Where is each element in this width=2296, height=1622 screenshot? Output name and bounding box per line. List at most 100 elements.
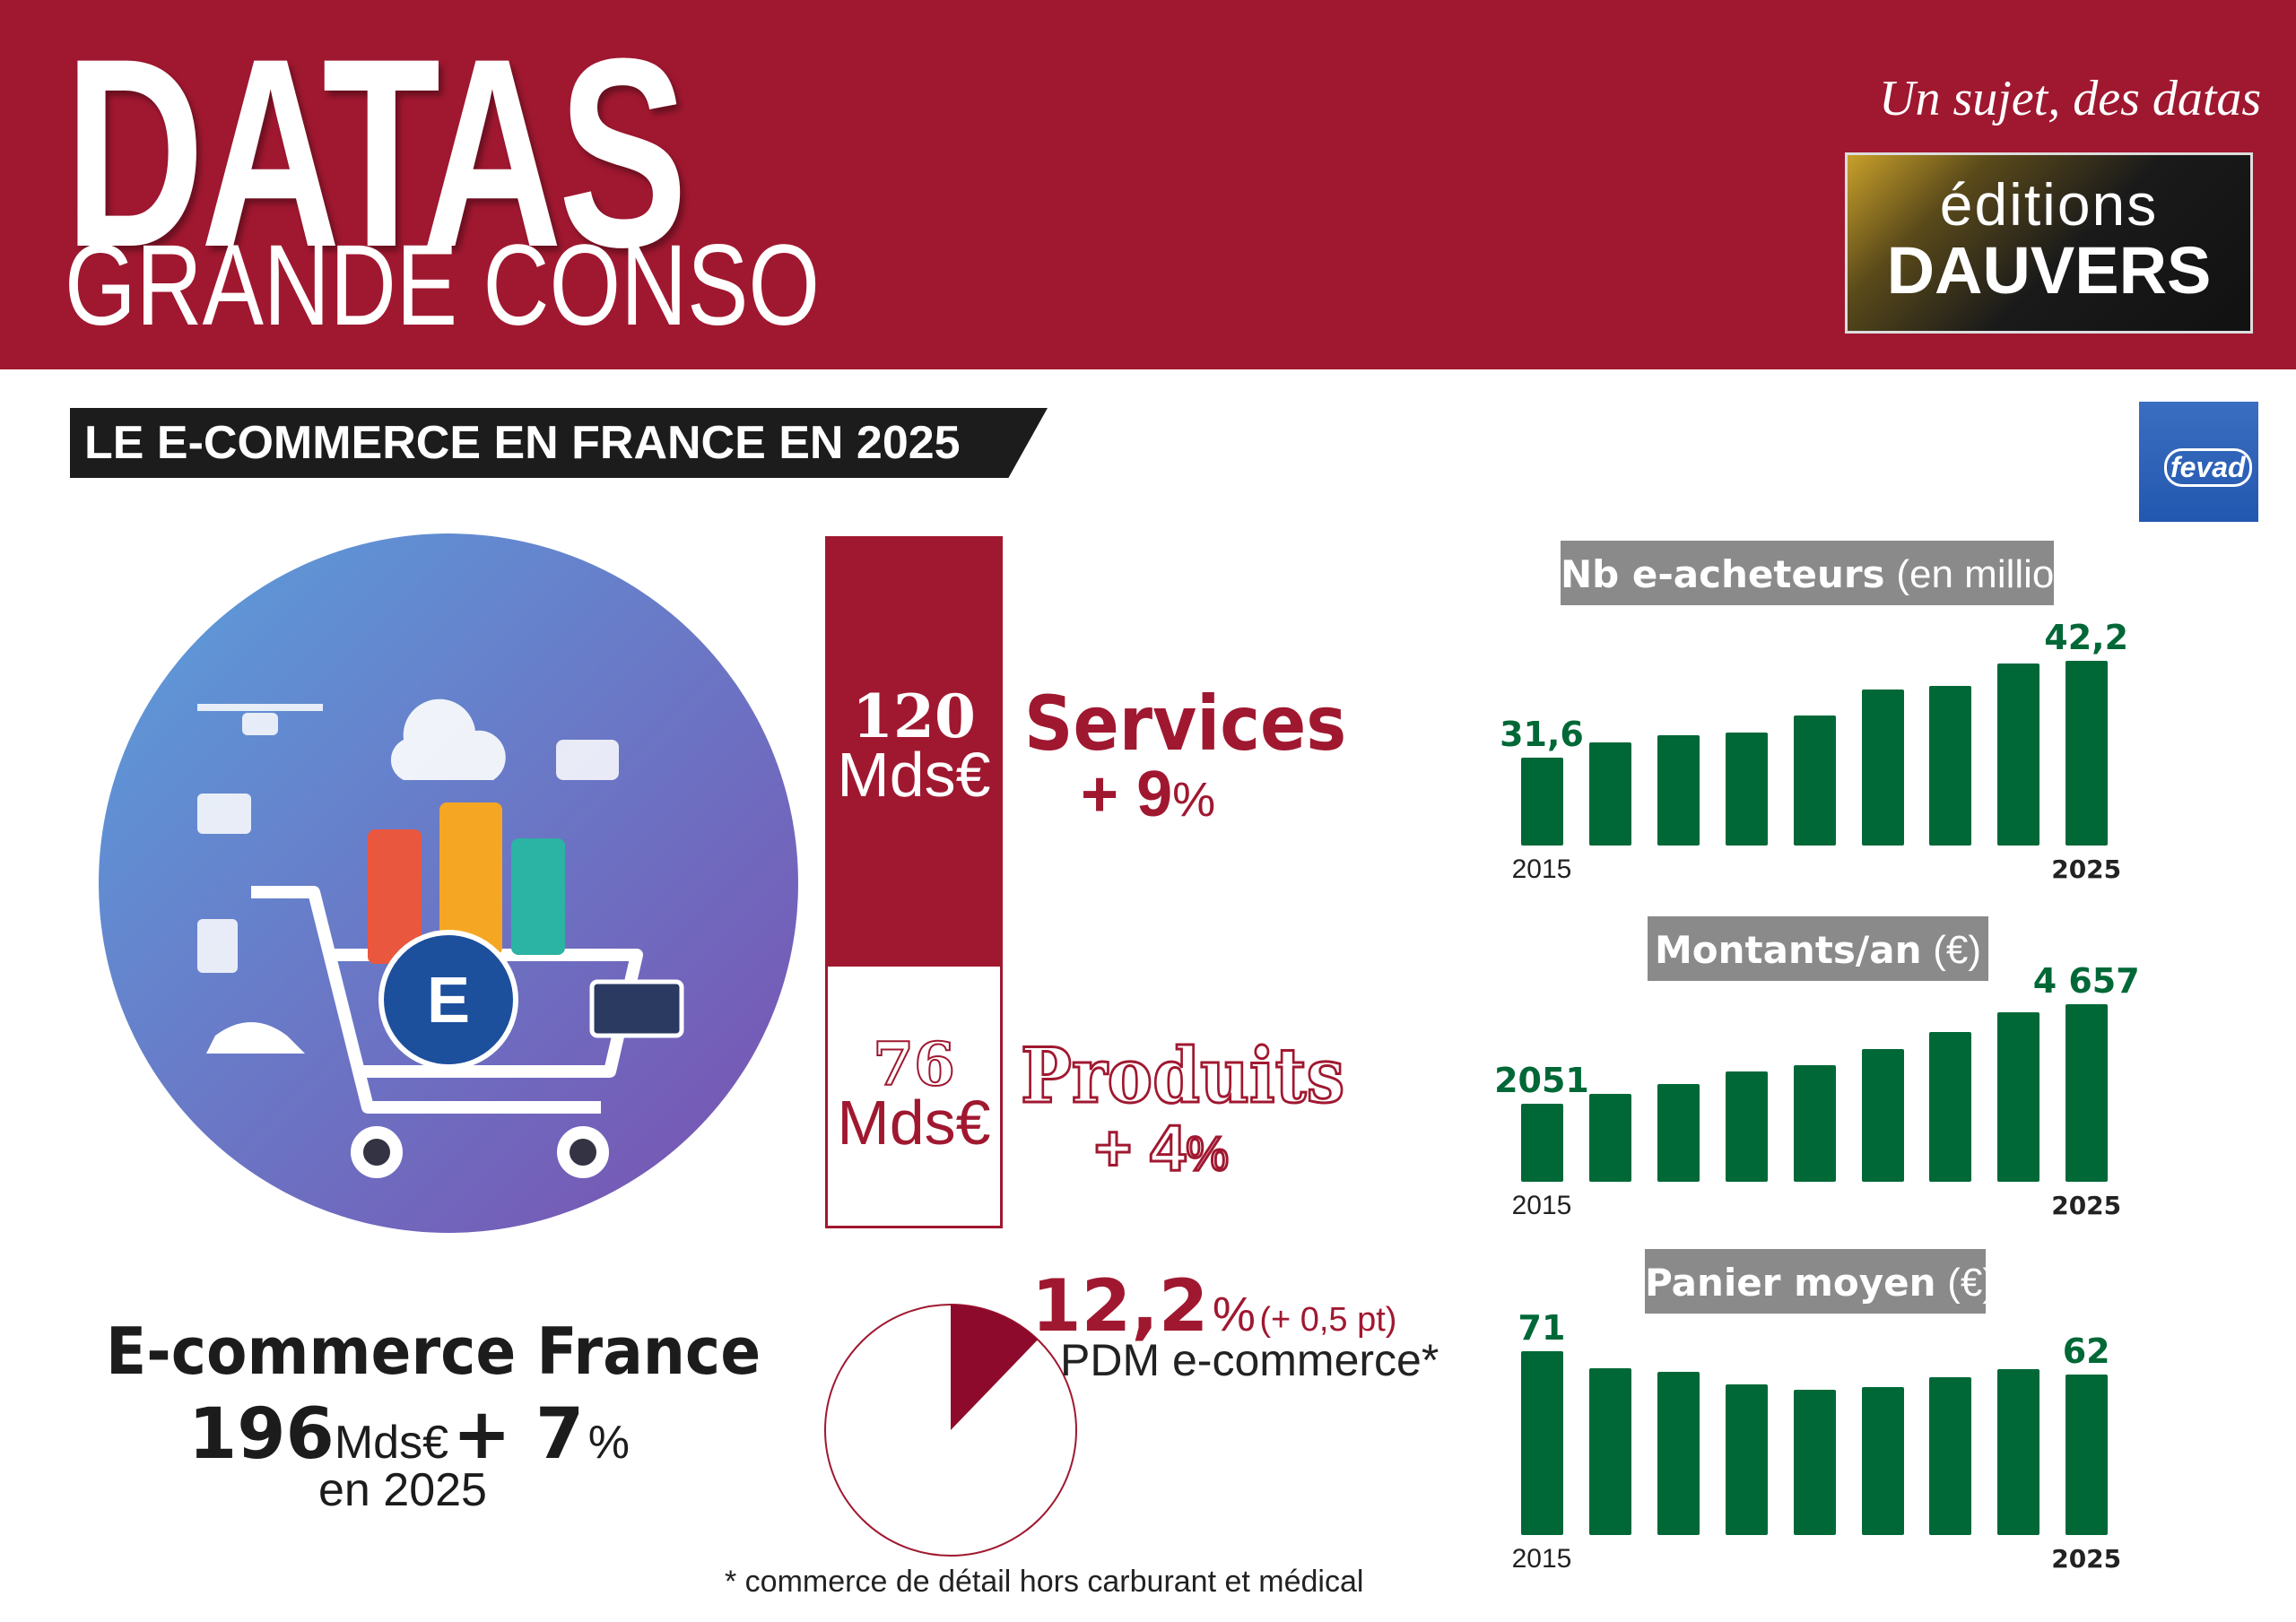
produits-amount-value: 76 — [872, 1029, 956, 1099]
produits-growth-unit: % — [1185, 1126, 1231, 1183]
total-growth-unit: % — [587, 1417, 630, 1469]
bar-2025 — [2066, 1374, 2109, 1535]
data-label: 62 — [2062, 1331, 2110, 1371]
section-title: LE E-COMMERCE EN FRANCE EN 2025 — [84, 417, 961, 469]
globe-e-icon — [378, 930, 518, 1070]
data-label: 42,2 — [2044, 618, 2129, 658]
chart-title-text: Montants/an — [1654, 928, 1922, 972]
total-title: E-commerce France — [106, 1314, 761, 1389]
publisher-line2: DAUVERS — [1886, 233, 2212, 308]
bar-2020 — [1861, 1387, 1904, 1535]
bar-2018 — [1725, 732, 1768, 846]
bar-2019 — [1793, 716, 1836, 846]
total-growth: + 7 — [452, 1394, 585, 1475]
drone-icon — [197, 704, 323, 735]
monitor-icon — [197, 794, 251, 834]
cloud-icon — [390, 698, 506, 780]
data-label: 31,6 — [1500, 715, 1584, 755]
x-tick-label: 2015 — [1511, 1544, 1572, 1574]
bar-2025 — [2066, 1004, 2109, 1182]
chart-title: Nb e-acheteurs (en millions) — [1561, 541, 2109, 605]
bar-2020 — [1861, 689, 1904, 846]
chart-title-text: Panier moyen — [1645, 1261, 1936, 1305]
services-bar: 120 Mds€ — [825, 536, 1003, 964]
footnote: * commerce de détail hors carburant et m… — [725, 1565, 1364, 1599]
ecommerce-illustration: E — [99, 533, 798, 1233]
fevad-logo: fevad — [2139, 402, 2258, 522]
services-amount: 120 Mds€ — [825, 681, 1003, 810]
share-delta: (+ 0,5 pt) — [1259, 1301, 1397, 1339]
bar-2016 — [1588, 1367, 1631, 1535]
masthead-subtitle: GRANDE CONSO — [65, 221, 821, 350]
produits-amount-unit: Mds€ — [837, 1087, 991, 1158]
services-growth-unit: % — [1172, 773, 1216, 827]
bar-2015 — [1521, 1350, 1563, 1535]
bar-2022 — [1997, 664, 2040, 846]
services-growth-value: 9 — [1136, 759, 1173, 830]
bar-2017 — [1657, 734, 1700, 846]
coffee-cup-icon — [197, 919, 238, 973]
publisher-line1: éditions — [1939, 171, 2159, 238]
chart-title: Panier moyen (€) — [1645, 1249, 1996, 1314]
bar-2018 — [1725, 1384, 1768, 1535]
data-label: 2051 — [1494, 1060, 1589, 1100]
publisher-logo: éditions DAUVERS — [1845, 152, 2253, 334]
bar-2020 — [1861, 1048, 1904, 1182]
bar-2019 — [1793, 1064, 1836, 1182]
chart-title-text: Nb e-acheteurs — [1561, 552, 1885, 596]
bar-2015 — [1521, 758, 1563, 846]
bar-2021 — [1929, 1376, 1972, 1535]
bar-2021 — [1929, 685, 1972, 846]
pie-slice-ecommerce — [951, 1305, 1039, 1430]
chart-unit: (€) — [1947, 1261, 1996, 1305]
share-value: 12,2 — [1031, 1264, 1209, 1348]
market-share-pie — [824, 1304, 1077, 1557]
phone-icon — [439, 802, 502, 955]
produits-bar: 76 Mds€ — [825, 964, 1003, 1228]
bar-2017 — [1657, 1083, 1700, 1182]
produits-growth-value: 4 — [1149, 1112, 1187, 1186]
data-label: 71 — [1518, 1307, 1566, 1348]
share-unit: % — [1212, 1288, 1256, 1341]
services-growth-sign: + — [1081, 759, 1119, 830]
x-tick-label: 2015 — [1511, 1191, 1572, 1220]
total-unit: Mds€ — [334, 1417, 448, 1469]
bar-2022 — [1997, 1369, 2040, 1535]
total-year: en 2025 — [318, 1464, 487, 1516]
chart-title: Montants/an (€) — [1648, 916, 1988, 981]
section-title-bar: LE E-COMMERCE EN FRANCE EN 2025 — [70, 408, 1048, 478]
masthead-title: DATAS — [65, 2, 688, 303]
laptop-icon — [589, 979, 684, 1038]
globe-e-letter: E — [427, 965, 470, 1037]
services-growth: + 9% — [1081, 758, 1215, 831]
total-value: 196Mds€ + 7 % — [188, 1394, 630, 1475]
card-icon — [511, 838, 565, 955]
chart-unit: (en millions) — [1896, 552, 2109, 596]
tagline: Un sujet, des datas — [1879, 71, 2262, 126]
market-share: 12,2 % (+ 0,5 pt) — [1031, 1264, 1396, 1348]
bar-2019 — [1793, 1390, 1836, 1535]
bar-2016 — [1588, 1094, 1631, 1182]
services-amount-value: 120 — [852, 681, 976, 751]
produits-growth: + 4% — [1092, 1112, 1231, 1186]
bar-2022 — [1997, 1012, 2040, 1182]
sneaker-icon — [206, 1022, 305, 1054]
services-label: Services — [1024, 680, 1347, 768]
data-label: 4 657 — [2032, 961, 2140, 1002]
product-box-icon — [368, 829, 422, 964]
chat-icon — [556, 740, 619, 780]
total-amount: 196 — [188, 1394, 335, 1475]
fevad-logo-text: fevad — [2164, 448, 2252, 487]
services-amount-unit: Mds€ — [837, 739, 991, 810]
produits-label: Produits — [1020, 1030, 1346, 1122]
produits-growth-sign: + — [1092, 1112, 1133, 1186]
x-tick-label: 2025 — [2051, 854, 2122, 884]
x-tick-label: 2025 — [2051, 1191, 2122, 1220]
x-tick-label: 2025 — [2051, 1544, 2122, 1574]
bar-2016 — [1588, 742, 1631, 846]
chart-unit: (€) — [1933, 928, 1982, 972]
bar-2017 — [1657, 1371, 1700, 1535]
bar-2018 — [1725, 1071, 1768, 1182]
share-label: PDM e-commerce* — [1060, 1335, 1439, 1385]
bar-2021 — [1929, 1032, 1972, 1182]
